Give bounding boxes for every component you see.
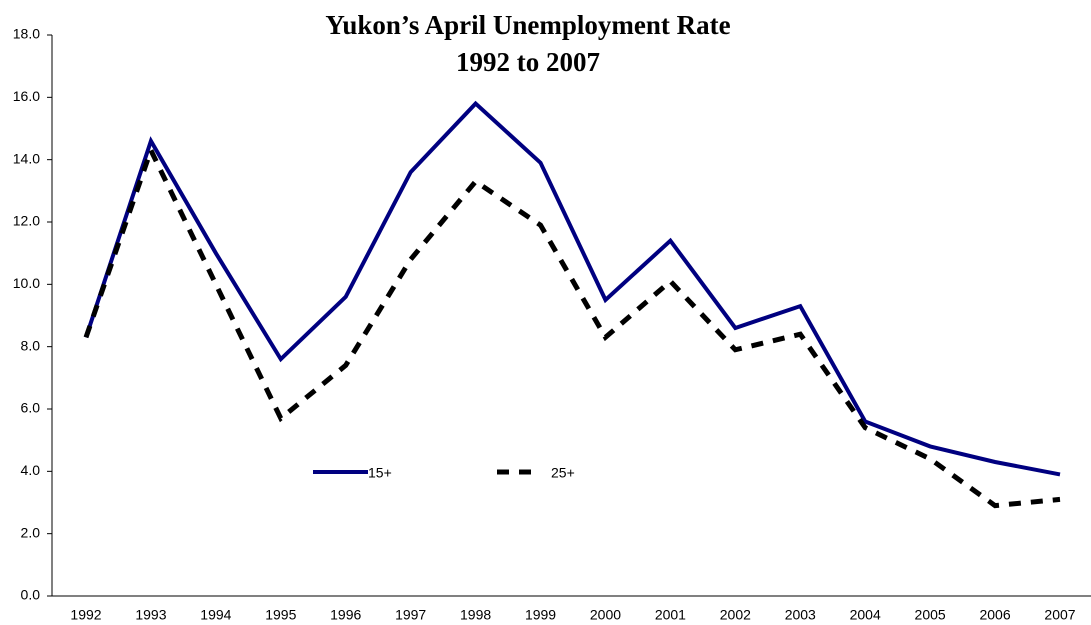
legend-label: 15+ (368, 465, 392, 481)
x-tick-label: 2000 (590, 607, 621, 623)
x-tick-label: 2001 (655, 607, 686, 623)
chart-subtitle: 1992 to 2007 (456, 47, 600, 77)
x-tick-label: 1992 (70, 607, 101, 623)
x-tick-label: 1993 (135, 607, 166, 623)
y-tick-label: 12.0 (13, 213, 40, 229)
x-tick-label: 2004 (850, 607, 881, 623)
x-tick-label: 2006 (979, 607, 1010, 623)
x-tick-label: 1994 (200, 607, 231, 623)
y-tick-label: 4.0 (21, 462, 41, 478)
x-tick-label: 2003 (785, 607, 816, 623)
chart-title: Yukon’s April Unemployment Rate (325, 10, 730, 40)
x-tick-label: 1997 (395, 607, 426, 623)
x-tick-label: 1996 (330, 607, 361, 623)
x-tick-label: 1995 (265, 607, 296, 623)
y-tick-label: 6.0 (21, 400, 41, 416)
series-line (83, 143, 1061, 509)
y-tick-label: 0.0 (21, 587, 41, 603)
y-tick-label: 8.0 (21, 337, 41, 353)
x-tick-label: 1998 (460, 607, 491, 623)
legend-label: 25+ (551, 465, 575, 481)
y-tick-label: 2.0 (21, 524, 41, 540)
y-tick-label: 18.0 (13, 26, 40, 42)
y-tick-label: 10.0 (13, 275, 40, 291)
y-tick-label: 16.0 (13, 88, 40, 104)
series-line (84, 100, 1061, 477)
x-tick-label: 1999 (525, 607, 556, 623)
x-tick-label: 2005 (915, 607, 946, 623)
x-tick-label: 2002 (720, 607, 751, 623)
y-tick-label: 14.0 (13, 150, 40, 166)
x-tick-label: 2007 (1044, 607, 1075, 623)
